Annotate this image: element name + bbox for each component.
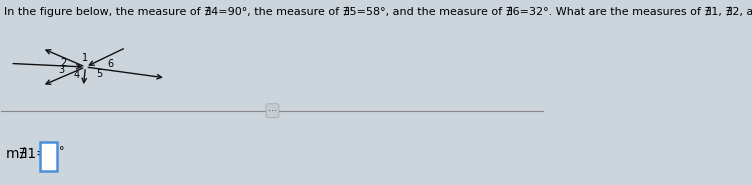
Text: In the figure below, the measure of ∄4=90°, the measure of ∄5=58°, and the measu: In the figure below, the measure of ∄4=9… xyxy=(4,7,752,17)
Text: °: ° xyxy=(59,146,65,156)
Text: 5: 5 xyxy=(96,69,103,79)
Text: ···: ··· xyxy=(268,106,277,116)
Bar xyxy=(41,142,56,171)
Text: 1: 1 xyxy=(83,53,89,63)
Text: 3: 3 xyxy=(58,65,65,75)
Text: 6: 6 xyxy=(108,59,114,69)
Text: m∄1=: m∄1= xyxy=(6,147,48,162)
Text: 2: 2 xyxy=(59,58,66,68)
Text: 4: 4 xyxy=(74,70,80,80)
